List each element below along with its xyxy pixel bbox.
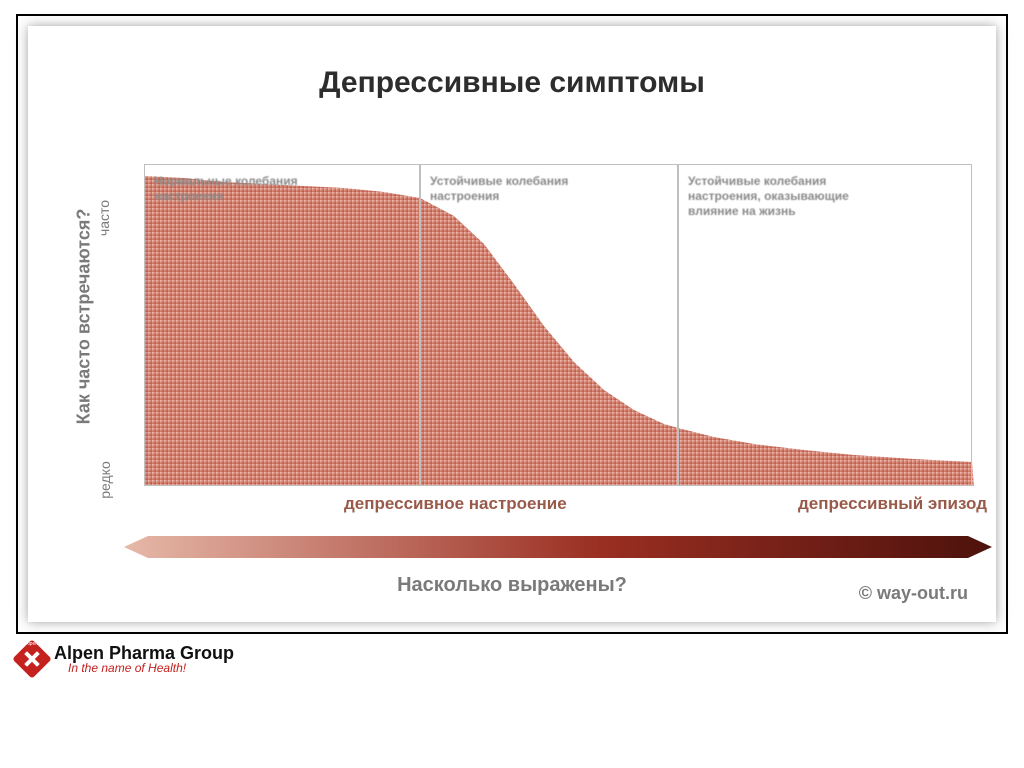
area-chart: Нормальные колебаниянастроения Устойчивы… <box>144 164 974 486</box>
panel-1 <box>144 164 420 486</box>
brand-logo: Alpen Pharma Alpen Pharma Group In the n… <box>18 644 234 674</box>
x-category-1: депрессивное настроение <box>344 494 567 514</box>
panel-2 <box>420 164 678 486</box>
x-axis-label: Насколько выражены? <box>28 574 996 597</box>
logo-mark-icon: Alpen Pharma <box>12 639 52 679</box>
slide: Депрессивные симптомы Как часто встречаю… <box>28 26 996 622</box>
panel-1-label: Нормальные колебаниянастроения <box>154 174 410 204</box>
chart-title: Депрессивные симптомы <box>28 66 996 100</box>
x-category-2: депрессивный эпизод <box>798 494 987 514</box>
y-tick-high: часто <box>96 200 112 236</box>
y-axis-label: Как часто встречаются? <box>74 177 95 457</box>
logo-line1: Alpen Pharma Group <box>54 644 234 662</box>
logo-line2: In the name of Health! <box>54 662 234 674</box>
copyright: © way-out.ru <box>859 583 968 604</box>
y-axis: Как часто встречаются? часто редко <box>64 186 104 506</box>
y-tick-low: редко <box>97 461 113 499</box>
panel-2-label: Устойчивые колебаниянастроения <box>430 174 668 204</box>
severity-arrow <box>124 528 992 566</box>
logo-tag: Alpen Pharma <box>25 641 57 647</box>
panel-3-label: Устойчивые колебаниянастроения, оказываю… <box>688 174 962 219</box>
